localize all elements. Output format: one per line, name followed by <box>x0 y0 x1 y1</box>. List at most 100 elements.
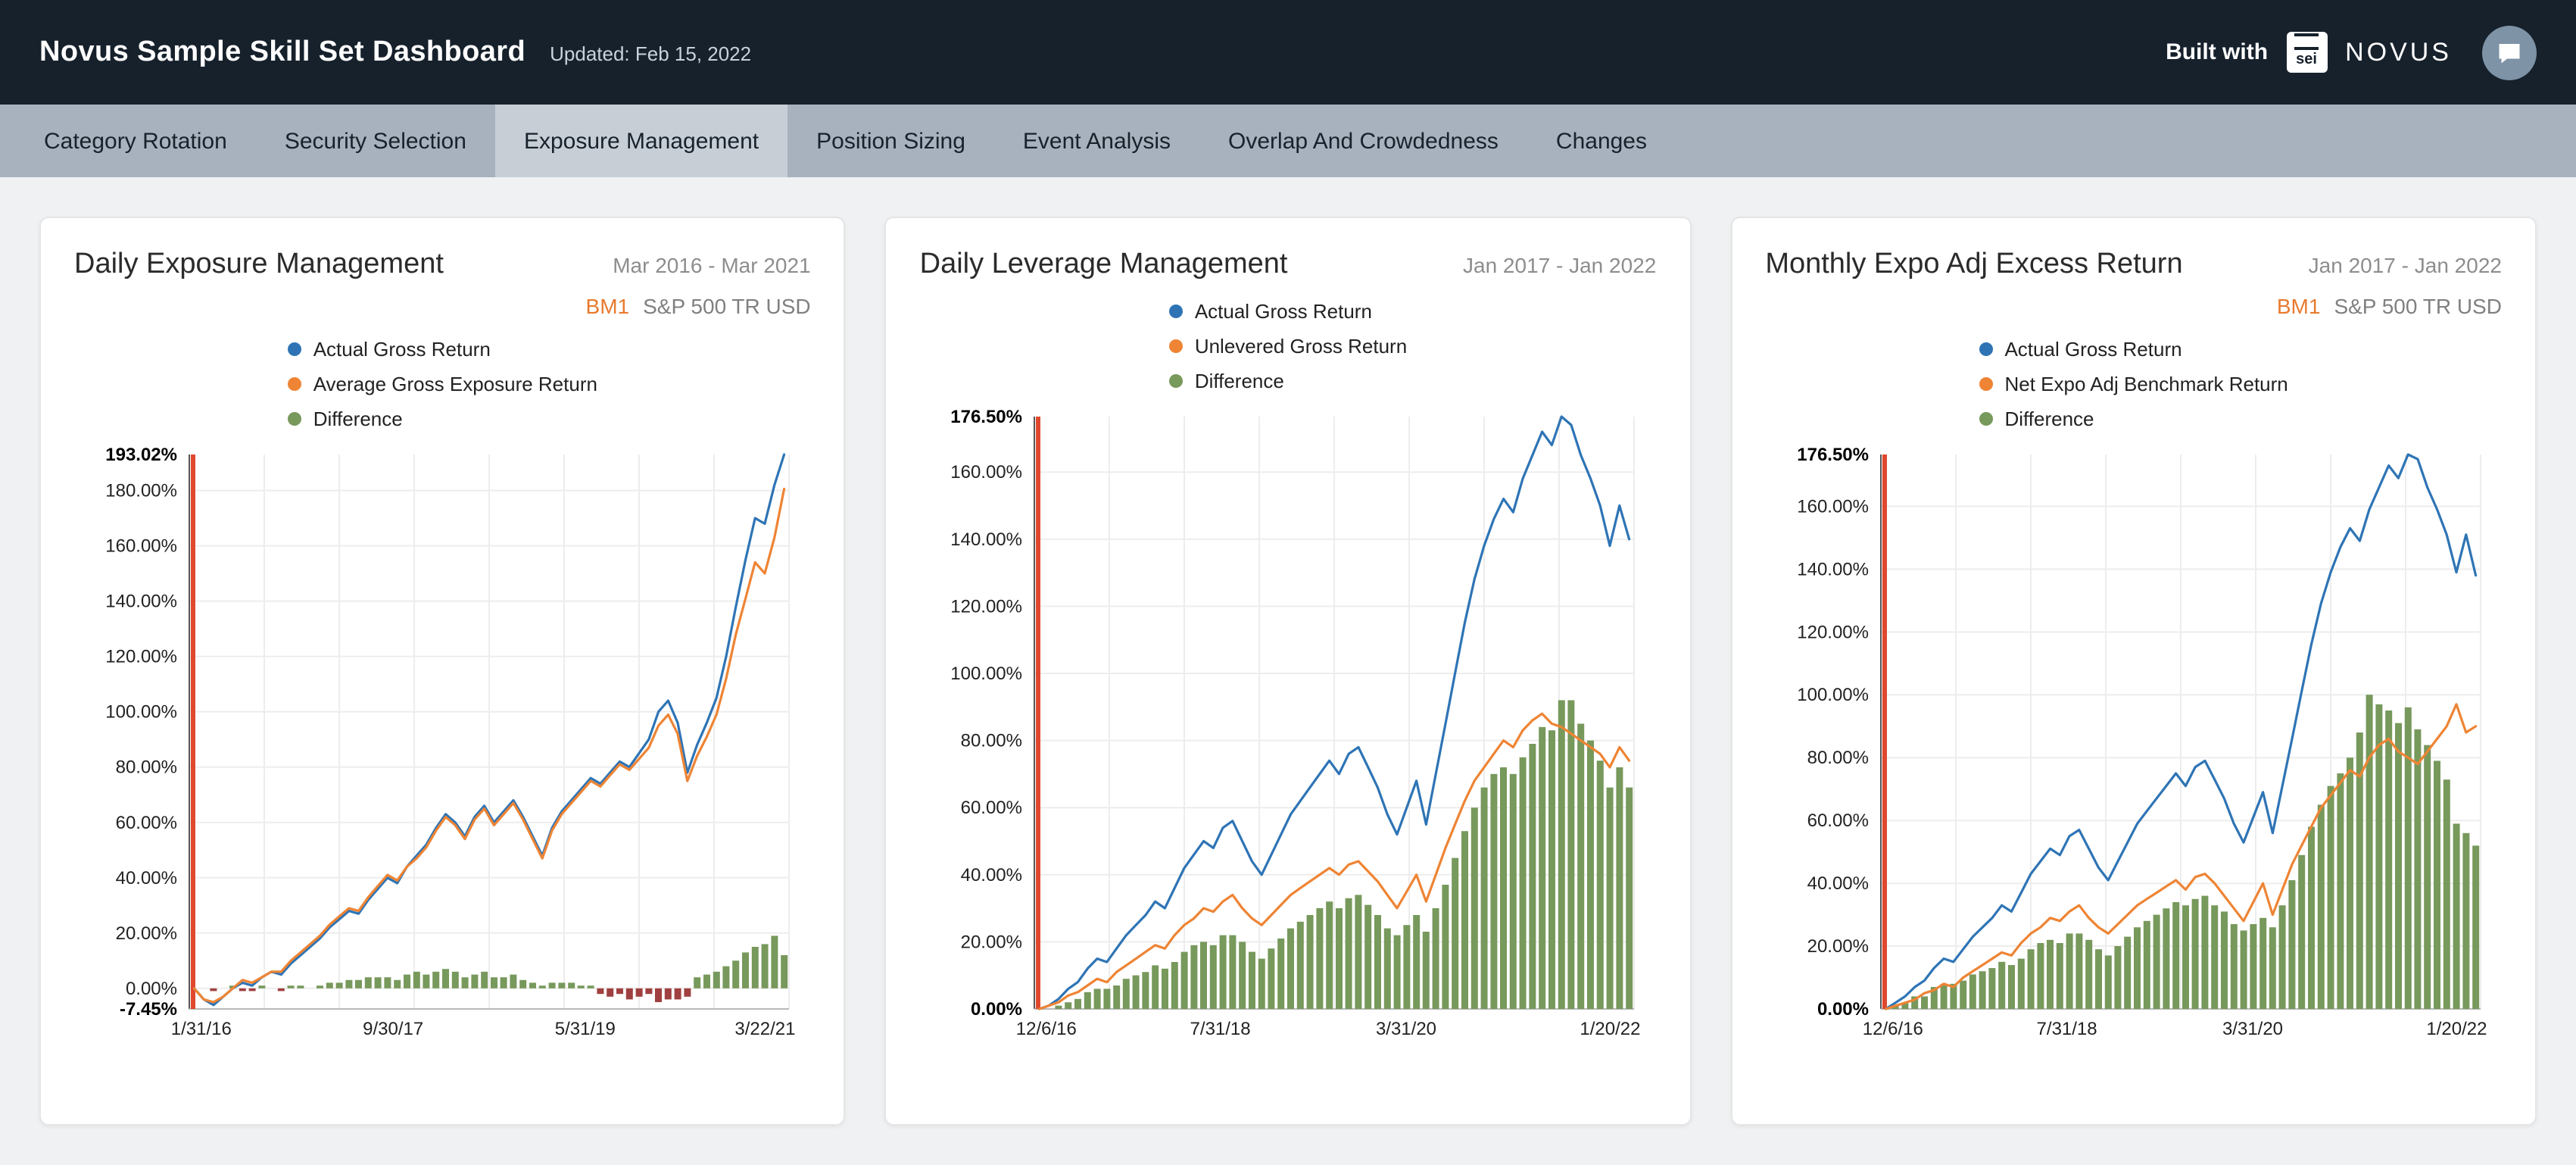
novus-brand: NOVUS <box>2345 37 2452 66</box>
svg-text:80.00%: 80.00% <box>116 757 177 778</box>
chart-card-monthly-expo-adj: Monthly Expo Adj Excess Return Jan 2017 … <box>1730 217 2537 1126</box>
legend-label: Difference <box>2004 408 2094 430</box>
svg-text:12/6/16: 12/6/16 <box>1862 1019 1923 1039</box>
card-head: Daily Exposure Management Mar 2016 - Mar… <box>74 248 811 282</box>
svg-text:60.00%: 60.00% <box>1807 811 1868 831</box>
svg-text:0.00%: 0.00% <box>126 979 177 999</box>
svg-text:80.00%: 80.00% <box>961 731 1022 751</box>
chart-plot: 176.50% 160.00% 140.00% 120.00% 100.00% 80.00… <box>1765 442 2502 1048</box>
svg-text:3/31/20: 3/31/20 <box>1377 1019 1437 1039</box>
legend-label: Difference <box>1194 370 1284 392</box>
svg-text:180.00%: 180.00% <box>105 481 177 501</box>
legend-label: Difference <box>313 408 403 430</box>
tab-category-rotation[interactable]: Category Rotation <box>44 128 227 154</box>
svg-text:40.00%: 40.00% <box>116 868 177 889</box>
tab-position-sizing[interactable]: Position Sizing <box>816 128 965 154</box>
chart-legend: Actual Gross Return Unlevered Gross Retu… <box>1168 300 1408 392</box>
legend-item-difference[interactable]: Difference <box>1168 370 1407 392</box>
sei-logo: sei <box>2286 32 2328 73</box>
chart-plot: 176.50% 160.00% 140.00% 120.00% 100.00% 80.00… <box>920 404 1657 1048</box>
svg-text:160.00%: 160.00% <box>105 536 177 557</box>
legend-dot-icon <box>1168 374 1183 388</box>
tab-changes[interactable]: Changes <box>1555 128 1647 154</box>
svg-text:60.00%: 60.00% <box>961 798 1022 818</box>
svg-text:20.00%: 20.00% <box>1807 936 1868 957</box>
svg-text:3/22/21: 3/22/21 <box>734 1019 795 1039</box>
chat-button[interactable] <box>2482 25 2537 80</box>
svg-text:7/31/18: 7/31/18 <box>2036 1019 2097 1039</box>
svg-text:40.00%: 40.00% <box>961 865 1022 885</box>
svg-text:0.00%: 0.00% <box>971 999 1023 1020</box>
svg-text:1/31/16: 1/31/16 <box>171 1019 232 1039</box>
chart-date-range: Mar 2016 - Mar 2021 <box>613 253 811 277</box>
legend-dot-icon <box>1979 342 1993 356</box>
tab-event-analysis[interactable]: Event Analysis <box>1022 128 1171 154</box>
chart-title: Monthly Expo Adj Excess Return <box>1765 248 2183 280</box>
benchmark-row: BM1 S&P 500 TR USD <box>1765 294 2502 320</box>
legend-item-difference[interactable]: Difference <box>1979 408 2288 430</box>
card-head: Daily Leverage Management Jan 2017 - Jan… <box>920 248 1657 282</box>
svg-text:40.00%: 40.00% <box>1807 873 1868 894</box>
legend-item-actual-gross-return[interactable]: Actual Gross Return <box>1979 338 2288 361</box>
tab-overlap-and-crowdedness[interactable]: Overlap And Crowdedness <box>1228 128 1499 154</box>
svg-text:5/31/19: 5/31/19 <box>555 1019 616 1039</box>
legend-item-difference[interactable]: Difference <box>287 408 597 430</box>
legend-label: Actual Gross Return <box>313 338 491 361</box>
svg-text:80.00%: 80.00% <box>1807 748 1868 768</box>
legend-item-net-expo-adj-benchmark-return[interactable]: Net Expo Adj Benchmark Return <box>1979 373 2288 395</box>
svg-text:100.00%: 100.00% <box>1797 685 1869 705</box>
svg-text:120.00%: 120.00% <box>105 647 177 667</box>
legend-item-unlevered-gross-return[interactable]: Unlevered Gross Return <box>1168 335 1408 358</box>
card-head: Monthly Expo Adj Excess Return Jan 2017 … <box>1765 248 2502 282</box>
svg-text:7/31/18: 7/31/18 <box>1190 1019 1251 1039</box>
chart-canvas: 193.02% 180.00% 160.00% 140.00% 120.00% 100.0… <box>105 445 795 1039</box>
built-with-label: Built with <box>2166 39 2269 65</box>
benchmark-tag: BM1 <box>2276 294 2321 318</box>
legend-item-actual-gross-return[interactable]: Actual Gross Return <box>1168 300 1407 323</box>
legend-label: Net Expo Adj Benchmark Return <box>2004 373 2288 395</box>
chart-date-range: Jan 2017 - Jan 2022 <box>2308 253 2502 277</box>
svg-text:160.00%: 160.00% <box>951 462 1023 483</box>
legend-item-average-gross-exposure-return[interactable]: Average Gross Exposure Return <box>287 373 597 395</box>
legend-label: Average Gross Exposure Return <box>313 373 597 395</box>
svg-text:100.00%: 100.00% <box>105 702 177 723</box>
svg-text:193.02%: 193.02% <box>105 445 177 465</box>
header-right: Built with sei NOVUS <box>2166 25 2537 80</box>
tab-bar: Category Rotation Security Selection Exp… <box>0 105 2576 177</box>
updated-label: Updated: Feb 15, 2022 <box>550 42 752 65</box>
svg-text:12/6/16: 12/6/16 <box>1016 1019 1077 1039</box>
page-title: Novus Sample Skill Set Dashboard <box>39 36 526 67</box>
svg-text:20.00%: 20.00% <box>116 923 177 944</box>
svg-text:140.00%: 140.00% <box>1797 559 1869 579</box>
legend-item-actual-gross-return[interactable]: Actual Gross Return <box>287 338 597 361</box>
legend-label: Unlevered Gross Return <box>1194 335 1408 358</box>
svg-text:3/31/20: 3/31/20 <box>2222 1019 2282 1039</box>
legend-dot-icon <box>1979 412 1993 426</box>
svg-text:140.00%: 140.00% <box>951 529 1023 550</box>
svg-text:100.00%: 100.00% <box>951 664 1023 684</box>
chat-bubble-icon <box>2499 43 2520 63</box>
chart-title: Daily Exposure Management <box>74 248 444 280</box>
chart-plot: 193.02% 180.00% 160.00% 140.00% 120.00% 100.0… <box>74 442 811 1048</box>
dashboard-content: Daily Exposure Management Mar 2016 - Mar… <box>0 177 2576 1165</box>
svg-text:120.00%: 120.00% <box>951 596 1023 617</box>
tab-security-selection[interactable]: Security Selection <box>284 128 466 154</box>
sei-logo-bars-icon <box>2294 33 2319 50</box>
svg-text:9/30/17: 9/30/17 <box>363 1019 423 1039</box>
svg-text:1/20/22: 1/20/22 <box>1580 1019 1641 1039</box>
svg-text:0.00%: 0.00% <box>1817 999 1868 1020</box>
legend-label: Actual Gross Return <box>1194 300 1372 323</box>
chart-canvas: 176.50% 160.00% 140.00% 120.00% 100.00% 80.00… <box>1797 445 2487 1039</box>
legend-dot-icon <box>1168 305 1183 318</box>
svg-text:1/20/22: 1/20/22 <box>2426 1019 2487 1039</box>
benchmark-name: S&P 500 TR USD <box>643 294 811 318</box>
chart-canvas: 176.50% 160.00% 140.00% 120.00% 100.00% 80.00… <box>951 407 1641 1039</box>
benchmark-row: BM1 S&P 500 TR USD <box>74 294 811 320</box>
tab-exposure-management[interactable]: Exposure Management <box>494 105 788 177</box>
chart-card-daily-leverage: Daily Leverage Management Jan 2017 - Jan… <box>884 217 1692 1126</box>
chart-title: Daily Leverage Management <box>919 248 1288 280</box>
app-header: Novus Sample Skill Set Dashboard Updated… <box>0 0 2576 105</box>
benchmark-tag: BM1 <box>585 294 630 318</box>
svg-text:160.00%: 160.00% <box>1797 496 1869 517</box>
